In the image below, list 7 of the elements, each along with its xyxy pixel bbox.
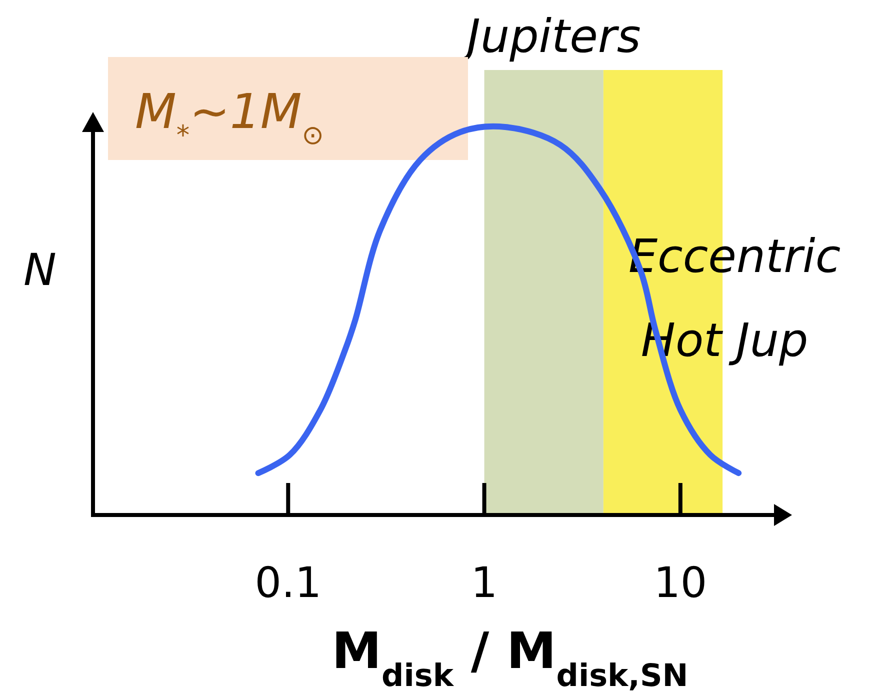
x-axis-title: M$_{disk}$ / M$_{disk,SN}$ xyxy=(332,622,688,694)
x-tick-label: 0.1 xyxy=(254,558,322,607)
x-tick-label: 1 xyxy=(470,558,498,607)
band-label: Jupiters xyxy=(458,9,641,63)
annotation: M$_{*}$~1M$_{⊙}$ xyxy=(135,84,324,150)
x-tick-label: 10 xyxy=(654,558,708,607)
y-axis-title: N xyxy=(24,245,56,296)
